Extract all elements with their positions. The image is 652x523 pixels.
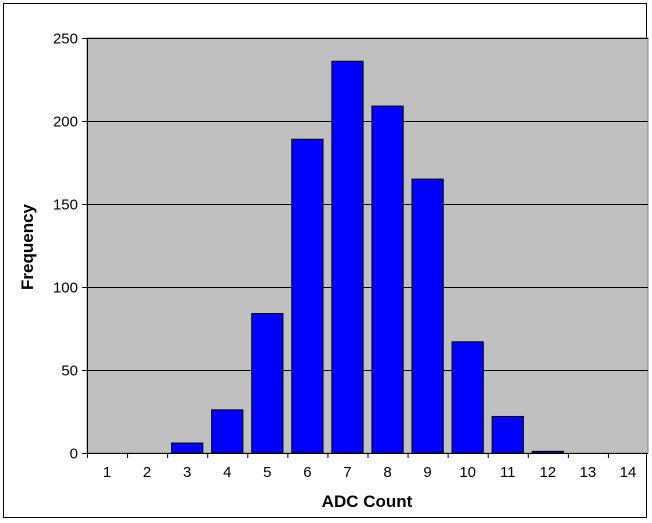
- y-axis-title: Frequency: [18, 203, 37, 290]
- x-tick-label: 5: [263, 464, 271, 481]
- x-tick-label: 8: [383, 464, 391, 481]
- bar-3: [171, 442, 204, 454]
- bar-7: [331, 60, 364, 454]
- x-tick-label: 12: [539, 464, 556, 481]
- plot-background: [86, 37, 649, 454]
- x-tick-label: 11: [500, 464, 516, 481]
- x-tick-label: 10: [459, 464, 476, 481]
- bar-4: [211, 409, 244, 454]
- y-axis-ticks: 0 50 100 150 200 250: [53, 31, 87, 463]
- y-tick-label: 200: [53, 114, 78, 131]
- x-tick-label: 2: [143, 464, 151, 481]
- bar-5: [251, 313, 284, 454]
- bar-10: [451, 341, 484, 454]
- y-tick-label: 0: [70, 446, 78, 463]
- bar-12: [531, 450, 564, 454]
- x-tick-label: 9: [423, 464, 431, 481]
- x-tick-label: 13: [580, 464, 597, 481]
- y-tick-label: 50: [61, 363, 78, 380]
- x-tick-label: 4: [223, 464, 231, 481]
- plot-area: [86, 37, 649, 454]
- bar-8: [371, 105, 404, 454]
- y-tick-label: 100: [53, 280, 78, 297]
- bar-9: [411, 178, 444, 454]
- x-tick-label: 6: [303, 464, 311, 481]
- x-axis-ticks: 1 2 3 4 5 6 7 8 9 10 11 12 13 14: [87, 453, 637, 481]
- bar-6: [291, 138, 324, 454]
- x-axis-title: ADC Count: [322, 492, 413, 511]
- x-tick-label: 3: [183, 464, 191, 481]
- x-tick-label: 1: [103, 464, 111, 481]
- y-tick-label: 250: [53, 31, 78, 48]
- x-tick-label: 14: [620, 464, 637, 481]
- x-tick-label: 7: [343, 464, 351, 481]
- y-tick-label: 150: [53, 197, 78, 214]
- bar-11: [491, 415, 524, 454]
